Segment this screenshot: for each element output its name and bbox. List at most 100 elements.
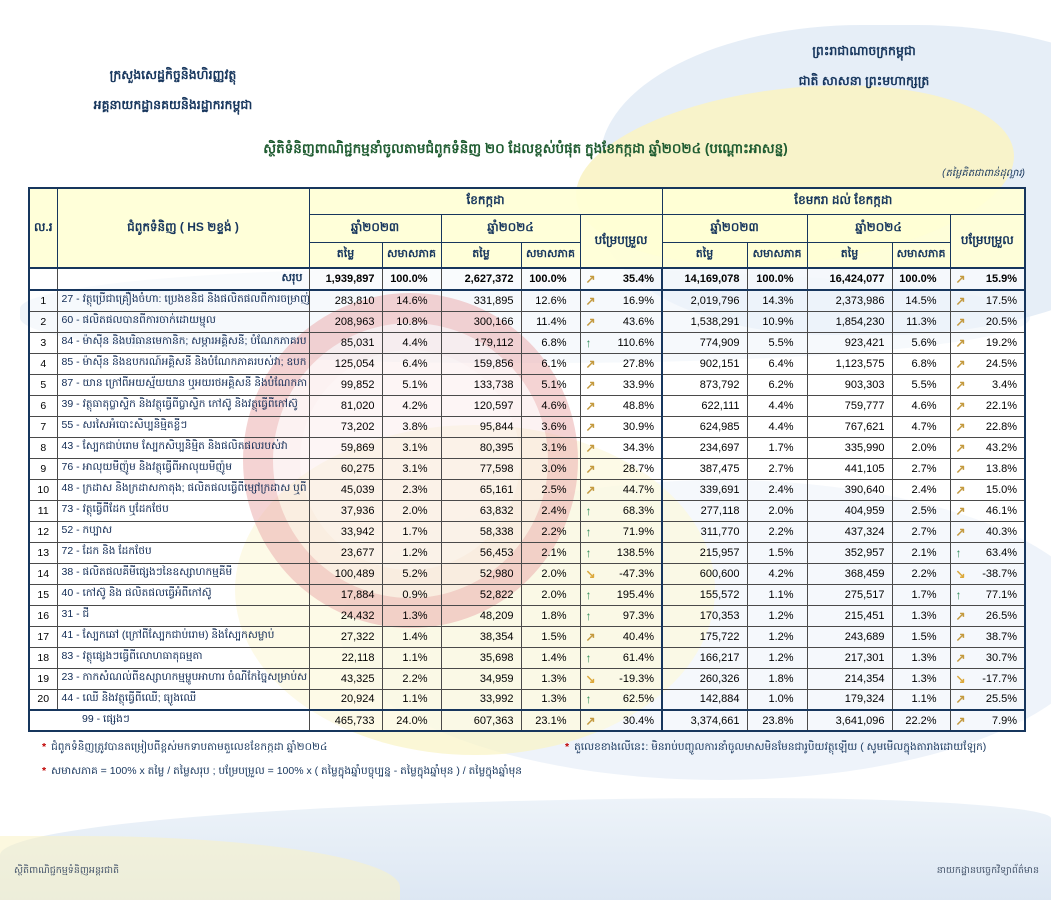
value-cell: 214,354: [806, 667, 893, 690]
share-cell: 1.1%: [891, 688, 951, 711]
share-cell: 4.2%: [746, 562, 808, 585]
share-cell: 14.3%: [746, 289, 808, 312]
value-cell: 34,959: [440, 667, 522, 690]
value-cell: 17,884: [308, 583, 383, 606]
value-cell: 300,166: [440, 310, 522, 333]
value-cell: 77,598: [440, 457, 522, 480]
share-cell: 2.4%: [520, 499, 581, 522]
share-cell: 1.5%: [520, 625, 581, 648]
change-cell: ↑ 68.3%: [579, 499, 663, 522]
value-cell: 3,641,096: [806, 709, 893, 732]
value-cell: 133,738: [440, 373, 522, 396]
trend-rise-icon: ↗: [955, 629, 966, 644]
header-hs-chapter: ជំពូកទំនិញ ( HS ២ខ្ទង់ ): [56, 187, 310, 269]
value-cell: 759,777: [806, 394, 893, 417]
change-value: 20.5%: [985, 315, 1018, 328]
change-value: 22.8%: [985, 420, 1018, 433]
value-cell: 600,600: [661, 562, 748, 585]
change-value: 15.9%: [985, 273, 1018, 285]
change-cell: ↑ 97.3%: [579, 604, 663, 627]
value-cell: 155,572: [661, 583, 748, 606]
change-value: 110.6%: [617, 336, 655, 349]
change-cell: ↗ 33.9%: [579, 373, 663, 396]
value-cell: 48,209: [440, 604, 522, 627]
trend-rise-icon: ↗: [585, 419, 596, 434]
value-cell: 902,151: [661, 352, 748, 375]
value-cell: 63,832: [440, 499, 522, 522]
change-cell: ↑ 138.5%: [579, 541, 663, 564]
change-cell-content: ↗ 15.9%: [951, 270, 1024, 288]
row-number: 14: [28, 562, 58, 585]
ministry-name: ក្រសួងសេដ្ឋកិច្ចនិងហិរញ្ញវត្ថុ: [109, 68, 237, 82]
footnote-star-icon: *: [42, 741, 47, 753]
header-group-july: ខែកក្កដា: [308, 187, 663, 215]
value-cell: 215,451: [806, 604, 893, 627]
row-number: 4: [28, 352, 58, 375]
share-cell: 0.9%: [381, 583, 442, 606]
value-cell: 1,123,575: [806, 352, 893, 375]
letterhead-kingdom: ព្រះរាជាណាចក្រកម្ពុជា ជាតិ សាសនា ព្រះមហា…: [729, 36, 999, 96]
trend-up-icon: ↑: [585, 503, 592, 518]
change-cell: ↗ 15.9%: [949, 267, 1026, 291]
value-cell: 24,432: [308, 604, 383, 627]
share-cell: 2.5%: [891, 499, 951, 522]
trend-up-icon: ↑: [585, 524, 592, 539]
share-cell: 1.3%: [891, 646, 951, 669]
value-cell: 208,963: [308, 310, 383, 333]
share-cell: 2.2%: [520, 520, 581, 543]
change-value: 61.4%: [622, 651, 655, 664]
share-cell: 1.4%: [520, 646, 581, 669]
change-cell-content: ↘ -19.3%: [581, 669, 661, 688]
value-cell: 331,895: [440, 289, 522, 312]
change-cell: ↑ 61.4%: [579, 646, 663, 669]
share-cell: 2.0%: [520, 562, 581, 585]
change-cell: ↗ 30.7%: [949, 646, 1026, 669]
table-row: 7 55 - សរសៃអំបោះសិប្បនិម្មិតខ្លីៗ 73,202 3.…: [28, 415, 1026, 438]
share-cell: 1.3%: [891, 667, 951, 690]
trend-rise-icon: ↗: [955, 419, 966, 434]
change-value: 28.7%: [622, 462, 655, 475]
change-cell-content: ↗ 43.2%: [951, 438, 1024, 457]
trend-rise-icon: ↗: [585, 398, 596, 413]
value-cell: 35,698: [440, 646, 522, 669]
row-number: 15: [28, 583, 58, 606]
value-cell: 368,459: [806, 562, 893, 585]
change-cell: ↗ 38.7%: [949, 625, 1026, 648]
department-name: អគ្គនាយកដ្ឋានគយនិងរដ្ឋាករកម្ពុជា: [93, 98, 253, 112]
trend-rise-icon: ↗: [585, 440, 596, 455]
value-cell: 56,453: [440, 541, 522, 564]
share-cell: 5.2%: [381, 562, 442, 585]
change-value: 26.5%: [985, 609, 1018, 622]
trend-rise-icon: ↗: [955, 293, 966, 308]
change-cell-content: ↘ -17.7%: [951, 669, 1024, 688]
header-change-janjul: បម្រែបម្រួល: [949, 213, 1026, 269]
value-cell: 20,924: [308, 688, 383, 711]
row-number: 18: [28, 646, 58, 669]
share-cell: 2.7%: [746, 457, 808, 480]
footer-left: ស្ថិតិពាណិជ្ជកម្មទំនិញអន្តរជាតិ: [14, 865, 120, 876]
value-cell: 27,322: [308, 625, 383, 648]
trend-rise-icon: ↗: [585, 482, 596, 497]
header-share: សមាសភាគ: [520, 241, 581, 269]
hs-chapter-label: 27 - វត្ថុប្រើជាគ្រឿងចំហា: ប្រេងខនិជ និង…: [56, 289, 310, 312]
change-cell-content: ↗ 17.5%: [951, 291, 1024, 310]
share-cell: 11.4%: [520, 310, 581, 333]
row-number: 8: [28, 436, 58, 459]
share-cell: 3.1%: [381, 436, 442, 459]
change-value: 17.5%: [985, 294, 1018, 307]
share-cell: 6.8%: [891, 352, 951, 375]
trend-rise-icon: ↗: [955, 461, 966, 476]
change-cell-content: ↗ 48.8%: [581, 396, 661, 415]
change-cell: ↗ 22.1%: [949, 394, 1026, 417]
share-cell: 14.6%: [381, 289, 442, 312]
change-cell: ↗ 15.0%: [949, 478, 1026, 501]
change-cell: ↗ 48.8%: [579, 394, 663, 417]
footnote-formula-text: សមាសភាគ = 100% x តម្លៃ / តម្លៃសរុប ; បម្…: [51, 765, 522, 777]
trend-fall-icon: ↘: [955, 671, 966, 686]
change-cell-content: ↗ 13.8%: [951, 459, 1024, 478]
change-value: 33.9%: [622, 378, 655, 391]
value-cell: 903,303: [806, 373, 893, 396]
table-row: 1 27 - វត្ថុប្រើជាគ្រឿងចំហា: ប្រេងខនិជ និ…: [28, 289, 1026, 312]
change-cell-content: ↗ 15.0%: [951, 480, 1024, 499]
